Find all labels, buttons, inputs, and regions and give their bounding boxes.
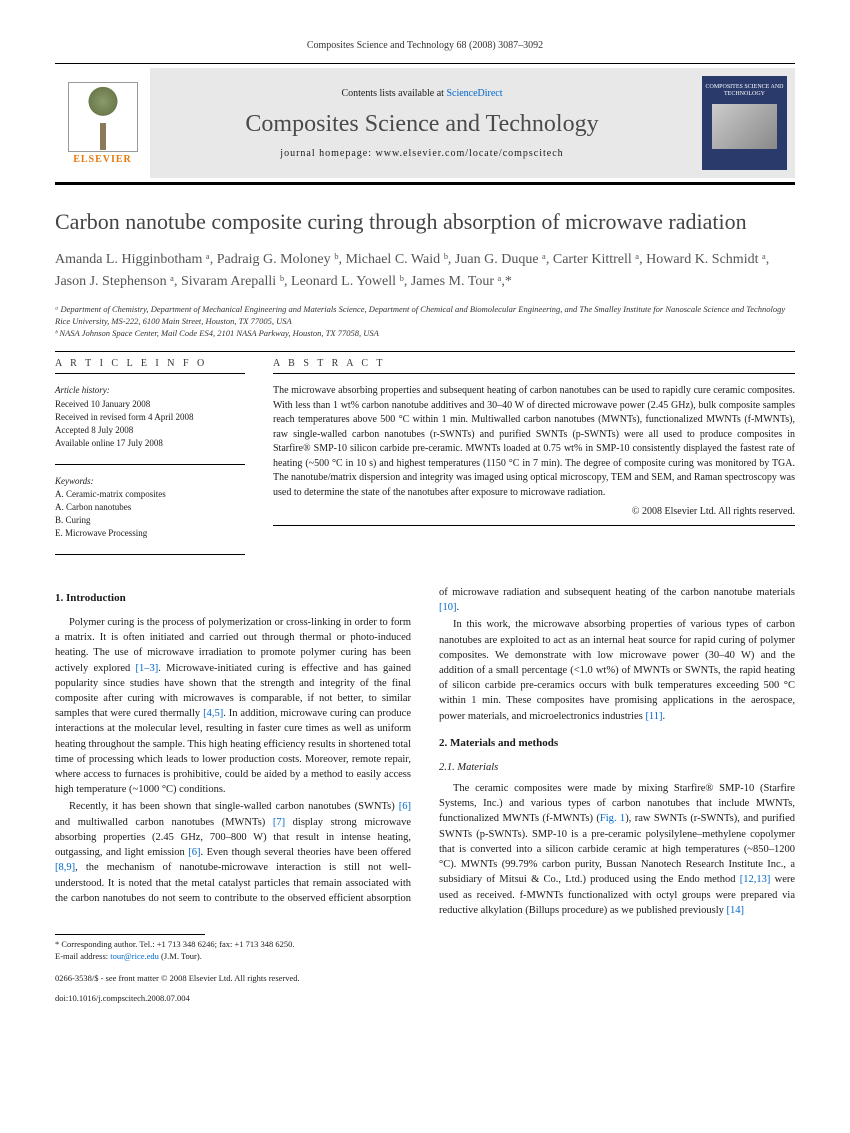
journal-title: Composites Science and Technology bbox=[245, 111, 598, 138]
citation-line: Composites Science and Technology 68 (20… bbox=[55, 40, 795, 51]
section-heading-intro: 1. Introduction bbox=[55, 591, 411, 607]
article-info-label: A R T I C L E I N F O bbox=[55, 358, 245, 369]
issn-line: 0266-3538/$ - see front matter © 2008 El… bbox=[55, 973, 795, 983]
journal-header: ELSEVIER Contents lists available at Sci… bbox=[55, 68, 795, 178]
contents-line: Contents lists available at ScienceDirec… bbox=[341, 88, 502, 99]
citation-link[interactable]: [6] bbox=[188, 847, 200, 858]
author-list: Amanda L. Higginbotham ᵃ, Padraig G. Mol… bbox=[55, 249, 795, 294]
affiliations: ᵃ Department of Chemistry, Department of… bbox=[55, 304, 795, 340]
citation-link[interactable]: [6] bbox=[399, 801, 411, 812]
keywords-block: Keywords: A. Ceramic-matrix composites A… bbox=[55, 475, 245, 540]
email-suffix: (J.M. Tour). bbox=[159, 951, 202, 961]
corresponding-author-note: * Corresponding author. Tel.: +1 713 348… bbox=[55, 939, 795, 963]
history-line: Accepted 8 July 2008 bbox=[55, 424, 245, 437]
keyword: E. Microwave Processing bbox=[55, 527, 245, 540]
citation-link[interactable]: [4,5] bbox=[203, 708, 223, 719]
article-title: Carbon nanotube composite curing through… bbox=[55, 209, 795, 235]
publisher-logo: ELSEVIER bbox=[55, 68, 150, 178]
contents-prefix: Contents lists available at bbox=[341, 88, 446, 99]
cover-image-icon bbox=[712, 104, 777, 149]
keyword: A. Carbon nanotubes bbox=[55, 501, 245, 514]
corr-author-contact: * Corresponding author. Tel.: +1 713 348… bbox=[55, 939, 795, 951]
affiliation-b: ᵇ NASA Johnson Space Center, Mail Code E… bbox=[55, 328, 795, 340]
body-paragraph: Polymer curing is the process of polymer… bbox=[55, 615, 411, 798]
doi-line: doi:10.1016/j.compscitech.2008.07.004 bbox=[55, 993, 795, 1003]
rule-top bbox=[55, 63, 795, 64]
citation-link[interactable]: [7] bbox=[273, 817, 285, 828]
keyword: A. Ceramic-matrix composites bbox=[55, 488, 245, 501]
body-paragraph: The ceramic composites were made by mixi… bbox=[439, 781, 795, 918]
body-paragraph: In this work, the microwave absorbing pr… bbox=[439, 617, 795, 724]
rule-thick bbox=[55, 182, 795, 185]
journal-header-center: Contents lists available at ScienceDirec… bbox=[150, 68, 694, 178]
history-line: Received in revised form 4 April 2008 bbox=[55, 411, 245, 424]
citation-link[interactable]: [14] bbox=[727, 905, 745, 916]
journal-homepage[interactable]: journal homepage: www.elsevier.com/locat… bbox=[280, 148, 563, 159]
history-line: Received 10 January 2008 bbox=[55, 398, 245, 411]
article-info-column: A R T I C L E I N F O Article history: R… bbox=[55, 358, 245, 564]
figure-link[interactable]: Fig. 1 bbox=[600, 813, 625, 824]
rule-mid bbox=[55, 351, 795, 352]
elsevier-tree-icon bbox=[68, 82, 138, 152]
citation-link[interactable]: [10] bbox=[439, 602, 457, 613]
citation-link[interactable]: [11] bbox=[645, 711, 662, 722]
publisher-name: ELSEVIER bbox=[73, 154, 132, 165]
subsection-heading-materials: 2.1. Materials bbox=[439, 760, 795, 775]
cover-label: COMPOSITES SCIENCE AND TECHNOLOGY bbox=[702, 84, 787, 98]
keyword: B. Curing bbox=[55, 514, 245, 527]
affiliation-a: ᵃ Department of Chemistry, Department of… bbox=[55, 304, 795, 328]
keywords-title: Keywords: bbox=[55, 475, 245, 488]
history-line: Available online 17 July 2008 bbox=[55, 437, 245, 450]
article-history: Article history: Received 10 January 200… bbox=[55, 384, 245, 449]
abstract-column: A B S T R A C T The microwave absorbing … bbox=[273, 358, 795, 564]
citation-link[interactable]: [12,13] bbox=[740, 874, 771, 885]
history-title: Article history: bbox=[55, 384, 245, 397]
email-label: E-mail address: bbox=[55, 951, 110, 961]
footnote-rule bbox=[55, 934, 205, 935]
sciencedirect-link[interactable]: ScienceDirect bbox=[446, 88, 502, 99]
section-heading-methods: 2. Materials and methods bbox=[439, 736, 795, 752]
abstract-text: The microwave absorbing properties and s… bbox=[273, 384, 795, 500]
citation-link[interactable]: [1–3] bbox=[136, 663, 159, 674]
journal-cover-thumb: COMPOSITES SCIENCE AND TECHNOLOGY bbox=[702, 76, 787, 170]
body-columns: 1. Introduction Polymer curing is the pr… bbox=[55, 585, 795, 918]
corr-author-email[interactable]: tour@rice.edu bbox=[110, 951, 159, 961]
abstract-label: A B S T R A C T bbox=[273, 358, 795, 369]
citation-link[interactable]: [8,9] bbox=[55, 862, 75, 873]
abstract-copyright: © 2008 Elsevier Ltd. All rights reserved… bbox=[273, 506, 795, 517]
